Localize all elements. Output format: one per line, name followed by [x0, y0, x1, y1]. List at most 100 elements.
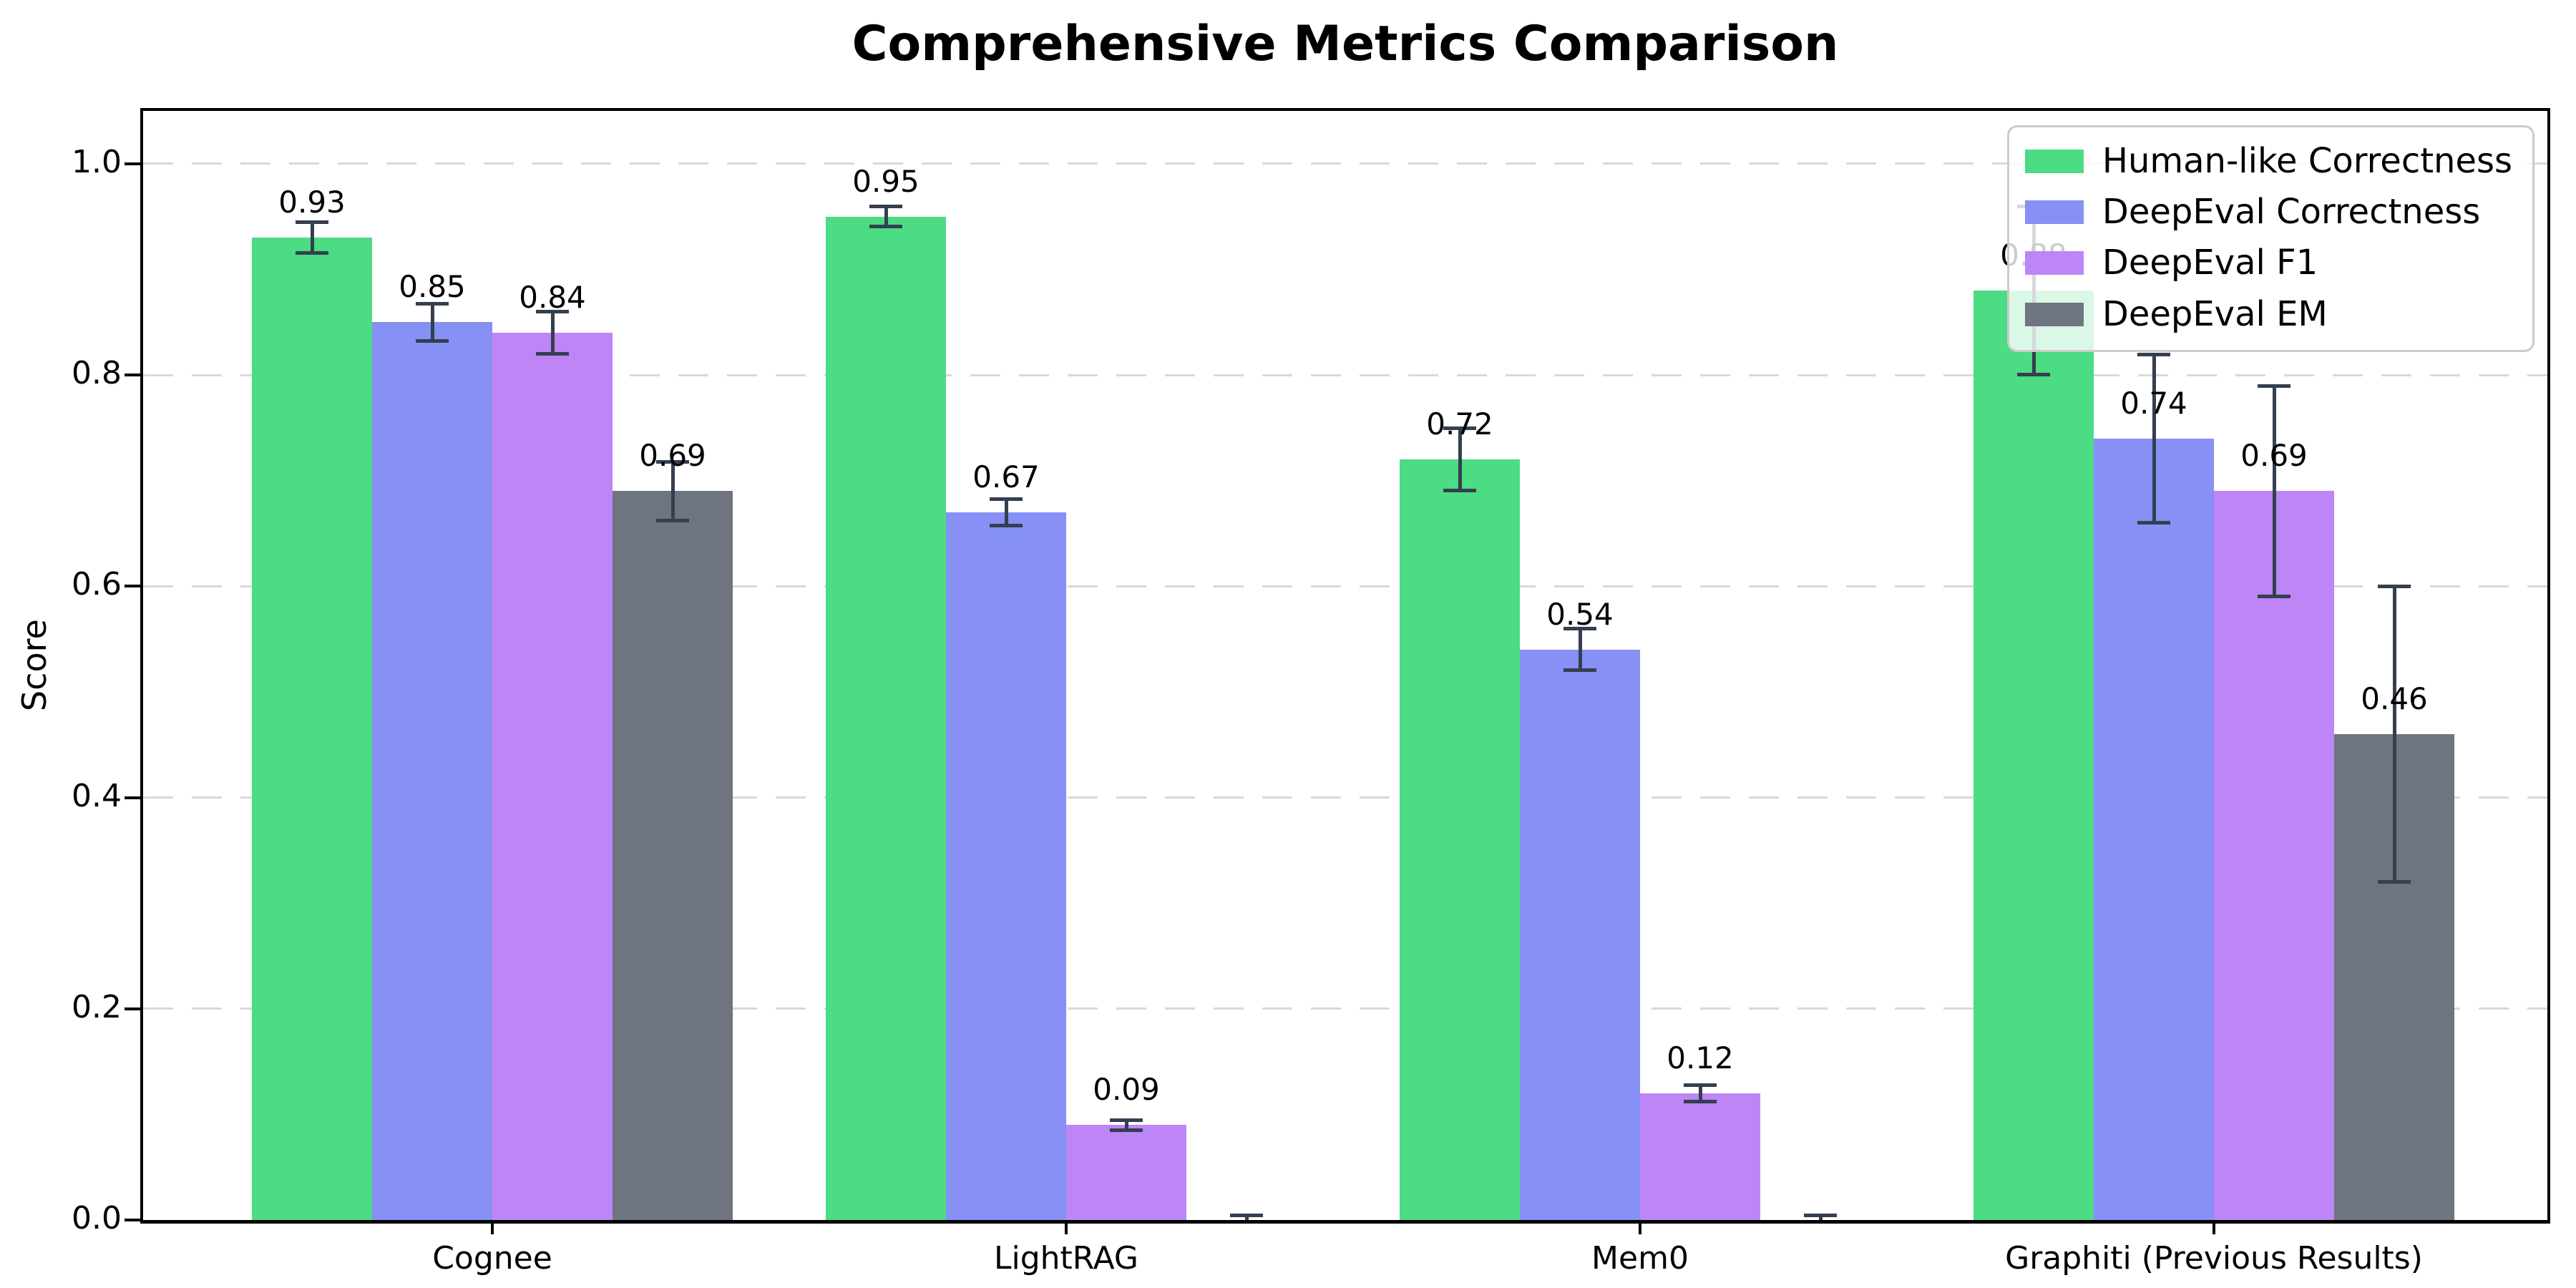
chart-title: Comprehensive Metrics Comparison [852, 16, 1839, 72]
error-bar [310, 222, 314, 254]
bar-value-label: 0.67 [972, 459, 1040, 494]
legend-label: DeepEval Correctness [2102, 192, 2481, 233]
y-tick-mark [125, 796, 140, 799]
plot-area: 0.930.950.720.880.850.670.540.740.840.09… [140, 108, 2550, 1224]
legend-row: DeepEval F1 [2024, 243, 2512, 283]
y-tick-mark [125, 374, 140, 377]
error-bar-bottom-cap [416, 338, 449, 343]
error-bar-bottom-cap [869, 225, 902, 229]
y-tick-label: 0.0 [72, 1200, 122, 1236]
x-tick-label: Mem0 [1591, 1240, 1689, 1277]
y-tick-label: 1.0 [72, 143, 122, 180]
error-bar-bottom-cap [536, 351, 569, 356]
error-bar-top-cap [869, 204, 902, 208]
error-bar-top-cap [656, 460, 689, 464]
error-bar [2152, 353, 2156, 523]
error-bar-bottom-cap [2258, 595, 2290, 599]
x-tick-label: LightRAG [993, 1240, 1139, 1277]
legend-swatch [2024, 302, 2084, 326]
legend-row: Human-like Correctness [2024, 141, 2512, 181]
bar-value-label: 0.12 [1667, 1040, 1734, 1075]
bar [1974, 290, 2094, 1220]
error-bar-top-cap [1804, 1213, 1837, 1217]
error-bar-bottom-cap [2378, 879, 2411, 884]
error-bar-top-cap [1230, 1213, 1263, 1217]
error-bar [1244, 1214, 1249, 1220]
error-bar [2272, 385, 2276, 597]
error-bar-top-cap [416, 301, 449, 306]
error-bar-top-cap [2258, 384, 2290, 388]
y-tick-label: 0.4 [72, 777, 122, 814]
gridline [143, 374, 2547, 376]
error-bar [1698, 1085, 1702, 1102]
left-spine [140, 108, 143, 1220]
legend-row: DeepEval EM [2024, 294, 2512, 334]
bar [492, 333, 613, 1220]
x-tick-mark [2212, 1220, 2215, 1234]
bar [826, 216, 946, 1220]
legend-swatch [2024, 200, 2084, 225]
error-bar-top-cap [1110, 1118, 1143, 1122]
error-bar-bottom-cap [1110, 1128, 1143, 1132]
error-bar-bottom-cap [1563, 668, 1596, 673]
bar-value-label: 0.69 [639, 438, 706, 474]
y-tick-label: 0.6 [72, 566, 122, 603]
x-tick-mark [1639, 1220, 1641, 1234]
gridline [143, 585, 2547, 587]
error-bar-bottom-cap [990, 524, 1023, 528]
error-bar [670, 462, 675, 521]
error-bar-top-cap [2137, 352, 2170, 356]
legend: Human-like Correctness DeepEval Correctne… [2006, 125, 2534, 352]
legend-label: Human-like Correctness [2102, 141, 2512, 181]
error-bar-top-cap [1684, 1083, 1717, 1088]
bar-value-label: 0.93 [278, 185, 346, 220]
error-bar [884, 205, 888, 228]
bar [946, 512, 1066, 1220]
error-bar [1818, 1214, 1823, 1220]
bar [1520, 649, 1640, 1220]
error-bar [1124, 1119, 1128, 1131]
x-tick-mark [1065, 1220, 1068, 1234]
bar-value-label: 0.95 [852, 163, 919, 199]
top-spine [143, 108, 2547, 111]
y-tick-label: 0.8 [72, 355, 122, 392]
error-bar-top-cap [990, 497, 1023, 501]
bar [2214, 491, 2334, 1220]
error-bar-top-cap [1443, 426, 1476, 430]
error-bar-bottom-cap [1684, 1099, 1717, 1103]
error-bar-top-cap [1563, 627, 1596, 631]
bar-value-label: 0.46 [2361, 680, 2428, 716]
bar-value-label: 0.72 [1426, 406, 1493, 442]
x-tick-label: Graphiti (Previous Results) [2005, 1240, 2423, 1277]
bar-value-label: 0.54 [1546, 596, 1614, 632]
y-tick-mark [125, 1219, 140, 1221]
error-bar-bottom-cap [656, 518, 689, 522]
bar-value-label: 0.69 [2240, 438, 2308, 474]
right-spine [2547, 108, 2550, 1220]
error-bar-bottom-cap [2137, 520, 2170, 525]
gridline [143, 162, 2547, 165]
bar [1066, 1125, 1186, 1220]
error-bar-top-cap [296, 220, 328, 224]
error-bar-bottom-cap [2017, 373, 2050, 377]
gridline [143, 796, 2547, 799]
gridline [143, 1008, 2547, 1010]
error-bar [2392, 586, 2396, 882]
y-tick-mark [125, 585, 140, 588]
legend-row: DeepEval Correctness [2024, 192, 2512, 233]
bar-value-label: 0.84 [519, 280, 586, 315]
bar [613, 491, 733, 1220]
bar [1400, 459, 1520, 1220]
bar [372, 322, 492, 1220]
error-bar [1004, 498, 1008, 527]
bar-value-label: 0.85 [399, 269, 466, 305]
error-bar [1578, 628, 1582, 671]
error-bar [430, 303, 434, 341]
bar [2094, 438, 2214, 1220]
x-tick-mark [491, 1220, 494, 1234]
y-tick-mark [125, 1007, 140, 1010]
error-bar-top-cap [536, 310, 569, 314]
y-tick-label: 0.2 [72, 988, 122, 1025]
error-bar-bottom-cap [296, 251, 328, 255]
